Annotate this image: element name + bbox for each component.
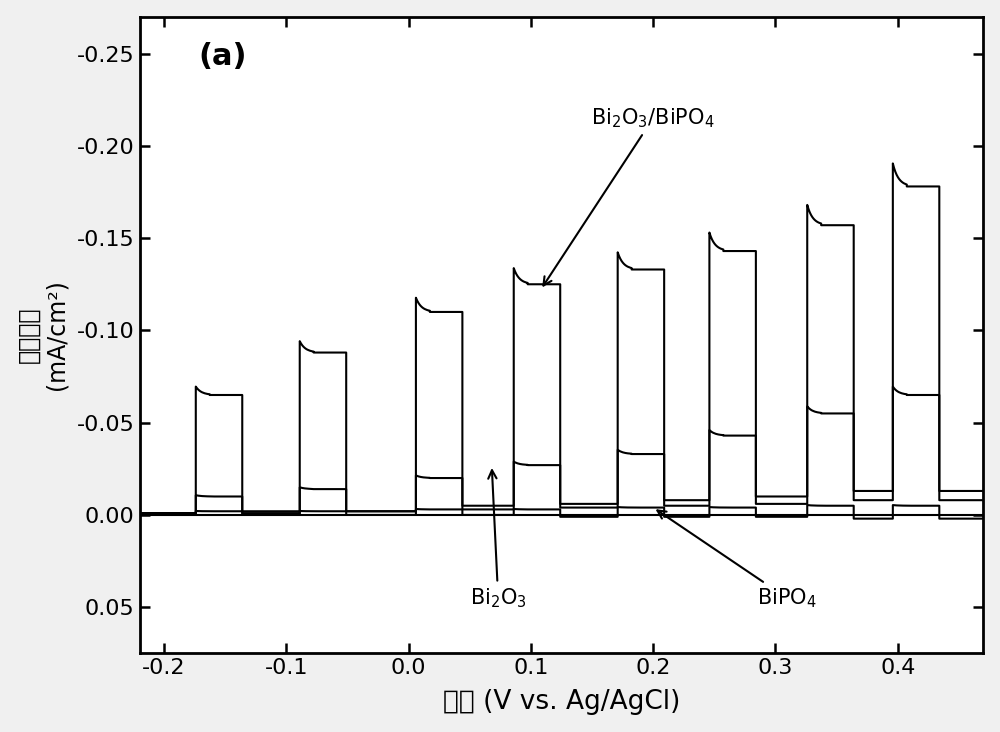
Text: BiPO$_4$: BiPO$_4$ <box>657 510 817 610</box>
Text: Bi$_2$O$_3$/BiPO$_4$: Bi$_2$O$_3$/BiPO$_4$ <box>543 106 715 285</box>
Y-axis label: 电流密度
(mA/cm²): 电流密度 (mA/cm²) <box>17 280 68 390</box>
X-axis label: 电压 (V vs. Ag/AgCl): 电压 (V vs. Ag/AgCl) <box>443 690 680 715</box>
Text: (a): (a) <box>199 42 247 71</box>
Text: Bi$_2$O$_3$: Bi$_2$O$_3$ <box>470 470 527 610</box>
